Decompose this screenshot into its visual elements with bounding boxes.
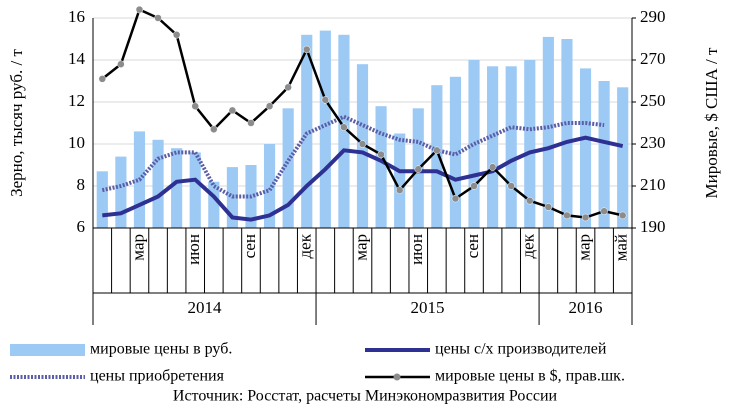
marker: [377, 150, 385, 159]
marker: [98, 75, 107, 83]
marker: [470, 182, 478, 190]
marker: [395, 186, 404, 194]
marker: [302, 45, 311, 54]
marker: [526, 196, 534, 205]
bar: [394, 133, 406, 228]
y2-tick-label: 190: [640, 217, 666, 236]
y-tick-label: 6: [77, 217, 86, 236]
marker: [488, 163, 497, 171]
x-tick-label: сен: [240, 234, 259, 258]
marker: [172, 31, 181, 39]
bar: [487, 66, 499, 228]
bar: [115, 156, 127, 228]
marker: [358, 140, 367, 148]
marker: [191, 102, 199, 110]
y-tick-label: 10: [68, 133, 85, 152]
year-label: 2015: [411, 298, 445, 317]
bar: [301, 34, 313, 228]
bar: [598, 81, 610, 228]
bar: [152, 139, 164, 228]
y-tick-label: 8: [77, 175, 86, 194]
x-tick-label: мар: [351, 234, 370, 261]
y-axis-title: Зерно, тысяч руб. / т: [7, 49, 26, 197]
x-tick-label: сен: [463, 234, 482, 258]
y2-tick-label: 290: [640, 7, 666, 26]
marker: [618, 211, 627, 220]
marker: [284, 83, 292, 92]
bar: [319, 30, 331, 228]
bar: [171, 148, 183, 228]
legend-label: цены с/х производителей: [435, 341, 607, 358]
marker: [117, 60, 125, 68]
year-label: 2016: [569, 298, 603, 317]
y-tick-label: 14: [68, 49, 86, 68]
line: [102, 135, 624, 222]
y-tick-label: 12: [68, 91, 85, 110]
marker: [451, 194, 460, 203]
source-note: Источник: Росстат, расчеты Минэкономразв…: [173, 388, 558, 405]
x-tick-label: июн: [407, 234, 426, 265]
y-tick-label: 16: [68, 7, 85, 26]
marker: [210, 125, 218, 134]
year-label: 2014: [188, 298, 223, 317]
marker: [581, 213, 590, 222]
bar: [263, 144, 276, 228]
y2-tick-label: 270: [640, 49, 666, 68]
legend-label: мировые цены в руб.: [90, 341, 232, 358]
marker: [507, 182, 515, 190]
bar: [282, 108, 294, 228]
y2-tick-label: 230: [640, 133, 666, 152]
x-tick-label: июн: [184, 234, 203, 265]
marker: [340, 123, 348, 131]
y2-tick-label: 210: [640, 175, 666, 194]
marker: [247, 119, 255, 127]
bar: [542, 36, 554, 229]
marker: [321, 96, 330, 104]
marker: [135, 5, 144, 14]
marker: [228, 106, 237, 115]
bar: [561, 39, 573, 228]
y2-axis-title: Мировые, $ США / т: [702, 47, 721, 198]
legend-key: [393, 373, 401, 381]
marker: [433, 146, 441, 155]
bar: [505, 66, 517, 228]
x-tick-label: дек: [296, 233, 315, 258]
x-tick-label: мар: [574, 234, 593, 261]
bar: [338, 34, 350, 228]
marker: [414, 165, 423, 173]
bar: [617, 87, 629, 228]
bar: [524, 60, 536, 228]
legend-key: [10, 344, 85, 356]
x-tick-label: дек: [519, 233, 538, 258]
bar: [96, 171, 108, 228]
x-tick-label: мар: [128, 234, 147, 261]
y2-tick-label: 250: [640, 91, 666, 110]
bar: [431, 85, 443, 228]
legend-label: цены приобретения: [90, 368, 225, 385]
marker: [600, 207, 608, 215]
marker: [265, 102, 274, 110]
marker: [154, 14, 162, 22]
marker: [563, 211, 571, 220]
bar: [579, 68, 592, 229]
marker: [544, 203, 553, 211]
dashed-line: [101, 114, 605, 199]
legend-label: мировые цены в $, прав.шк.: [435, 368, 625, 385]
bar: [189, 152, 201, 228]
bar: [208, 181, 220, 228]
x-tick-label: май: [612, 234, 631, 261]
bar: [375, 106, 387, 228]
bar: [468, 60, 480, 228]
